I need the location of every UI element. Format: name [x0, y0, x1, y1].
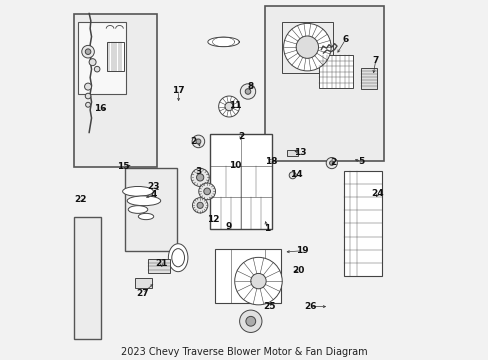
- Ellipse shape: [171, 249, 184, 267]
- Text: 6: 6: [342, 35, 348, 44]
- Circle shape: [288, 172, 296, 179]
- Text: 21: 21: [155, 259, 167, 268]
- Circle shape: [329, 161, 333, 165]
- Bar: [74, 216, 101, 339]
- Ellipse shape: [128, 206, 147, 213]
- Circle shape: [81, 45, 94, 58]
- Text: 10: 10: [228, 161, 241, 170]
- Text: 20: 20: [292, 266, 304, 275]
- Circle shape: [203, 188, 210, 195]
- Circle shape: [94, 66, 100, 72]
- Bar: [214, 249, 281, 303]
- Circle shape: [197, 202, 203, 208]
- Bar: [78, 22, 125, 94]
- Text: 23: 23: [146, 182, 159, 191]
- Text: 12: 12: [206, 215, 219, 224]
- Text: 27: 27: [136, 289, 148, 298]
- Circle shape: [218, 96, 239, 117]
- Bar: [210, 134, 271, 229]
- Circle shape: [85, 102, 90, 107]
- Bar: [125, 168, 177, 251]
- Circle shape: [192, 198, 207, 213]
- Circle shape: [84, 83, 91, 90]
- Circle shape: [283, 23, 330, 71]
- Text: 26: 26: [303, 302, 316, 311]
- Text: 1: 1: [264, 224, 270, 233]
- Circle shape: [85, 93, 91, 99]
- Text: 19: 19: [296, 246, 308, 255]
- Bar: [281, 22, 332, 73]
- Circle shape: [250, 274, 265, 289]
- Bar: [361, 68, 376, 89]
- Circle shape: [224, 102, 233, 111]
- Circle shape: [196, 174, 203, 181]
- Circle shape: [191, 168, 209, 186]
- Text: 13: 13: [293, 148, 306, 157]
- Bar: [134, 278, 152, 288]
- Bar: [147, 259, 170, 273]
- Text: 16: 16: [94, 104, 106, 113]
- Ellipse shape: [122, 186, 153, 196]
- Text: 24: 24: [371, 189, 384, 198]
- Circle shape: [196, 139, 201, 144]
- Text: 3: 3: [195, 167, 201, 176]
- Bar: [107, 42, 123, 71]
- Text: 25: 25: [263, 302, 275, 311]
- Text: 2: 2: [330, 158, 336, 167]
- Circle shape: [245, 316, 255, 326]
- Circle shape: [239, 310, 262, 332]
- Circle shape: [244, 89, 250, 94]
- Text: 18: 18: [265, 157, 277, 166]
- Text: 2023 Chevy Traverse Blower Motor & Fan Diagram: 2023 Chevy Traverse Blower Motor & Fan D…: [121, 347, 367, 357]
- Ellipse shape: [168, 244, 187, 272]
- Text: 9: 9: [225, 222, 231, 231]
- Text: 22: 22: [74, 194, 86, 203]
- Text: 2: 2: [190, 137, 197, 146]
- Circle shape: [240, 84, 255, 99]
- Circle shape: [192, 135, 204, 148]
- Ellipse shape: [138, 213, 153, 220]
- Bar: [74, 14, 156, 167]
- Circle shape: [234, 257, 282, 305]
- Circle shape: [296, 36, 318, 58]
- Bar: [287, 150, 297, 156]
- Text: 8: 8: [247, 82, 253, 91]
- Text: 7: 7: [372, 55, 378, 64]
- Text: 4: 4: [150, 190, 157, 199]
- Polygon shape: [207, 37, 239, 47]
- Circle shape: [85, 49, 91, 54]
- Bar: [265, 6, 384, 161]
- Circle shape: [198, 183, 215, 200]
- Bar: [318, 55, 352, 88]
- Circle shape: [325, 157, 337, 169]
- Text: 17: 17: [171, 86, 184, 95]
- Text: 11: 11: [228, 101, 241, 110]
- Text: 2: 2: [237, 132, 244, 141]
- Ellipse shape: [127, 196, 161, 206]
- Text: 5: 5: [358, 157, 364, 166]
- Bar: [344, 171, 382, 276]
- Text: 15: 15: [117, 162, 129, 171]
- Text: 14: 14: [289, 170, 302, 179]
- Circle shape: [89, 59, 96, 66]
